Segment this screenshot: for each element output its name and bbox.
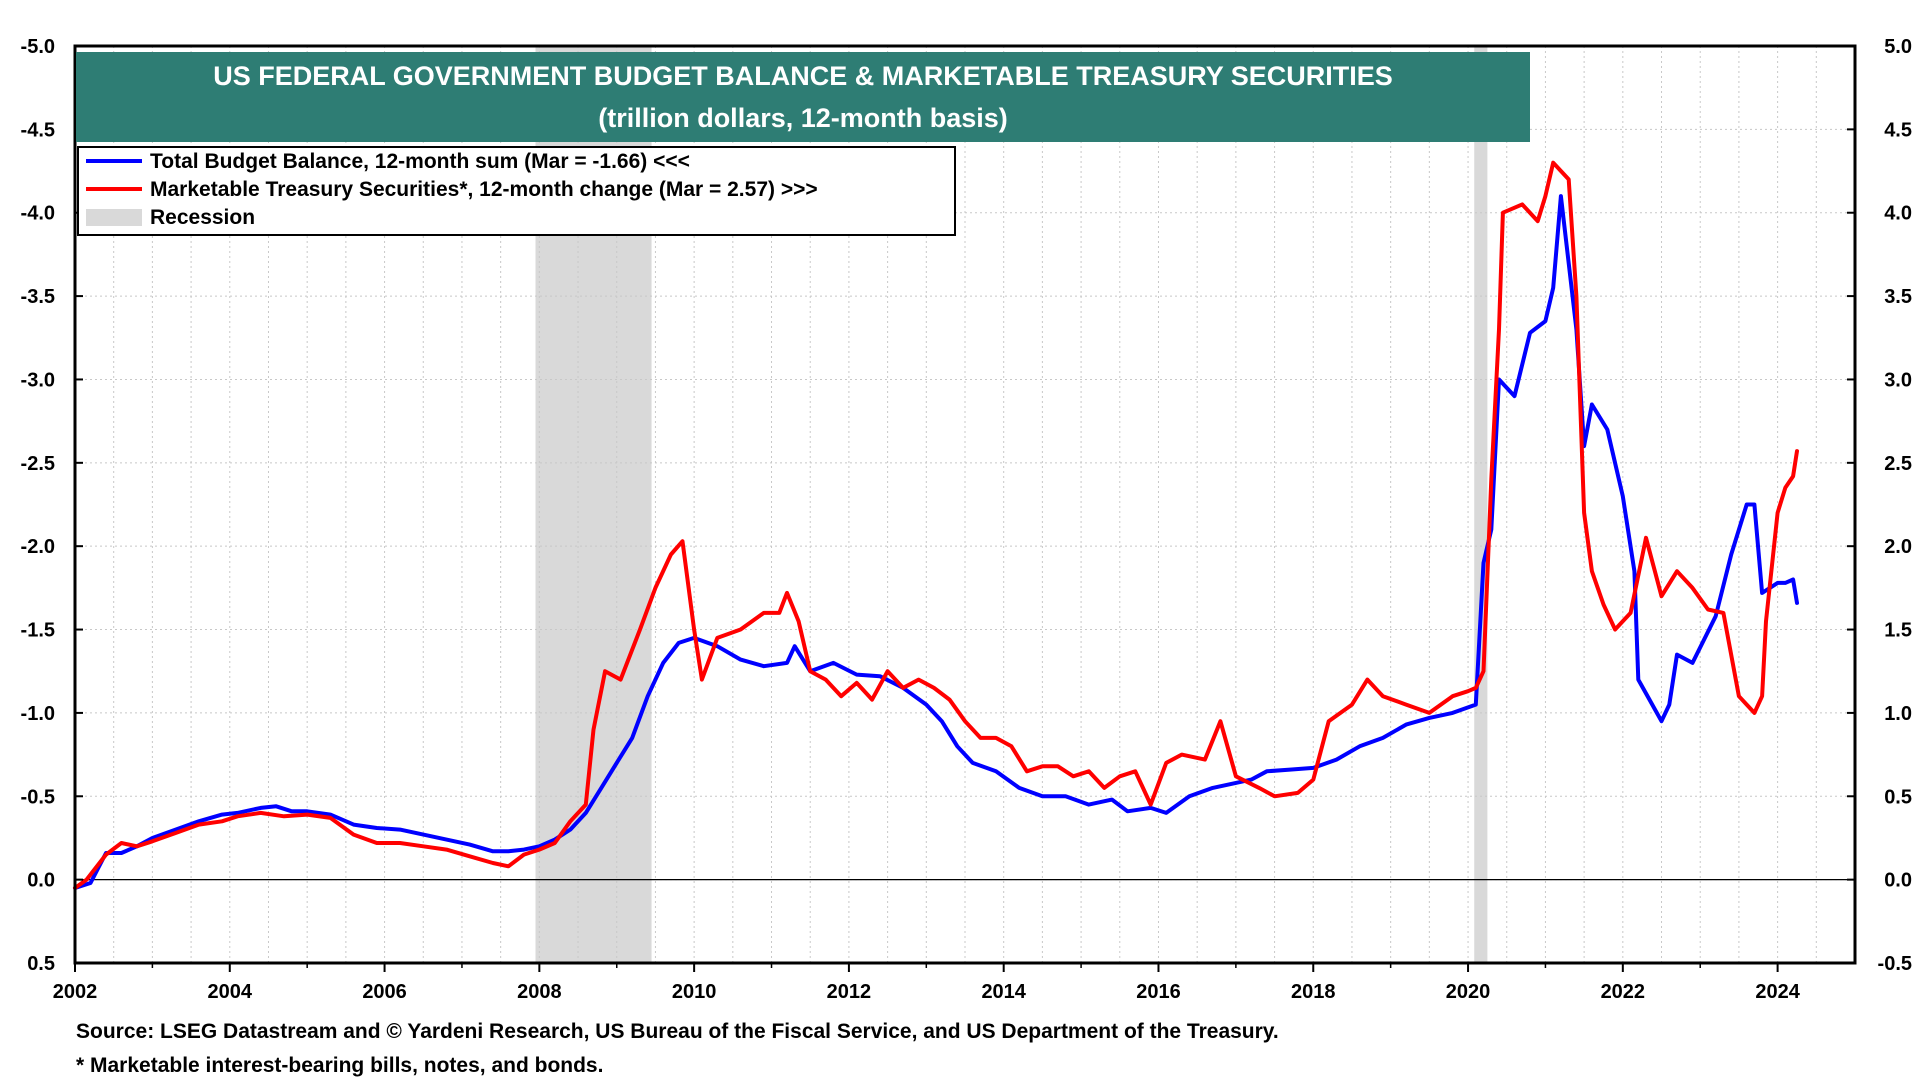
data-series [73, 160, 1799, 890]
legend-label-budget-balance: Total Budget Balance, 12-month sum (Mar … [150, 150, 690, 173]
asterisk-note: * Marketable interest-bearing bills, not… [76, 1054, 603, 1077]
x-axis-tick-label: 2012 [827, 981, 872, 1003]
right-axis-tick-label: 2.0 [1884, 536, 1912, 558]
x-axis-tick-label: 2020 [1446, 981, 1491, 1003]
left-axis-tick-label: -0.5 [21, 786, 55, 808]
right-axis-tick-label: 2.5 [1884, 453, 1912, 475]
right-axis-tick-label: 0.0 [1884, 870, 1912, 892]
x-axis-tick-label: 2006 [362, 981, 407, 1003]
x-axis-tick-label: 2016 [1136, 981, 1181, 1003]
plot-frame [73, 44, 1857, 965]
left-axis-tick-label: -1.5 [21, 620, 55, 642]
legend-label-recession: Recession [150, 206, 255, 229]
axis-labels: -5.0 -4.5 -4.0 -3.5 -3.0 -2.5 -2.0 -1.5 -1.0 -0.5… [21, 36, 1912, 1003]
x-axis-tick-label: 2024 [1755, 981, 1800, 1003]
right-axis-tick-label: 4.5 [1884, 119, 1912, 141]
recession-band-1 [1474, 46, 1488, 963]
left-axis-tick-label: -3.0 [21, 369, 55, 391]
right-axis-tick-label: -0.5 [1878, 953, 1912, 975]
right-axis-tick-label: 5.0 [1884, 36, 1912, 58]
x-axis-tick-label: 2022 [1601, 981, 1646, 1003]
right-axis-tick-label: 3.5 [1884, 286, 1912, 308]
right-axis-tick-label: 1.0 [1884, 703, 1912, 725]
left-axis-tick-label: -4.5 [21, 119, 55, 141]
chart-title: US FEDERAL GOVERNMENT BUDGET BALANCE & M… [213, 61, 1393, 91]
legend-swatch-recession [86, 209, 142, 226]
left-axis-tick-label: -2.5 [21, 453, 55, 475]
source-note: Source: LSEG Datastream and © Yardeni Re… [76, 1020, 1279, 1043]
left-axis-tick-label: 0.0 [27, 870, 55, 892]
x-axis-tick-label: 2018 [1291, 981, 1336, 1003]
left-axis-tick-label: -3.5 [21, 286, 55, 308]
right-axis-tick-label: 3.0 [1884, 369, 1912, 391]
left-axis-tick-label: -5.0 [21, 36, 55, 58]
left-axis-tick-label: -1.0 [21, 703, 55, 725]
right-axis-tick-label: 4.0 [1884, 203, 1912, 225]
left-axis-tick-label: -2.0 [21, 536, 55, 558]
legend-label-treasury-securities: Marketable Treasury Securities*, 12-mont… [150, 178, 818, 201]
x-axis-tick-label: 2008 [517, 981, 562, 1003]
series-line-treasury-securities [73, 160, 1799, 890]
plot-border [73, 44, 1857, 965]
series-line-budget-balance [73, 194, 1799, 890]
left-axis-tick-label: -4.0 [21, 203, 55, 225]
right-axis-tick-label: 0.5 [1884, 786, 1912, 808]
legend: Total Budget Balance, 12-month sum (Mar … [77, 146, 956, 236]
x-axis-tick-label: 2002 [53, 981, 98, 1003]
chart-subtitle: (trillion dollars, 12-month basis) [598, 103, 1008, 133]
x-axis-tick-label: 2014 [981, 981, 1026, 1003]
title-banner [76, 52, 1530, 142]
x-axis-tick-label: 2010 [672, 981, 717, 1003]
left-axis-tick-label: 0.5 [27, 953, 55, 975]
right-axis-tick-label: 1.5 [1884, 620, 1912, 642]
legend-box [77, 146, 956, 236]
x-axis-tick-label: 2004 [208, 981, 253, 1003]
